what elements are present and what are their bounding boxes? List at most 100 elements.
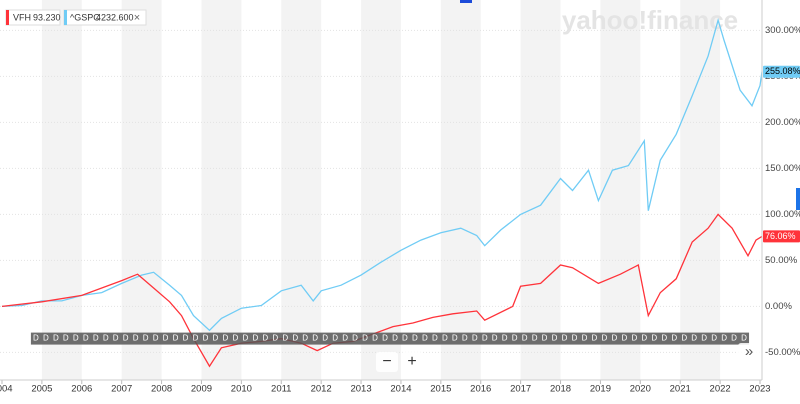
dividend-marker: D	[592, 334, 598, 343]
dividend-marker: D	[342, 334, 348, 343]
dividend-marker: D	[282, 334, 288, 343]
dividend-marker: D	[232, 334, 238, 343]
legend-name: ^GSPC	[70, 12, 100, 22]
year-band	[121, 0, 162, 380]
dividend-marker: D	[492, 334, 498, 343]
dividend-marker: D	[572, 334, 578, 343]
dividend-marker: D	[332, 334, 338, 343]
dividend-marker: D	[562, 334, 568, 343]
dividend-marker: D	[242, 334, 248, 343]
dividend-marker: D	[173, 334, 179, 343]
dividend-marker: D	[362, 334, 368, 343]
dividend-marker: D	[33, 334, 39, 343]
y-tick-label: 300.00%	[765, 25, 800, 36]
zoom-in[interactable]: +	[407, 353, 416, 370]
dividend-marker: D	[741, 334, 747, 343]
dividend-marker: D	[153, 334, 159, 343]
dividend-marker: D	[93, 334, 99, 343]
dividend-marker: D	[691, 334, 697, 343]
legend-name: VFH	[13, 12, 31, 22]
year-band	[440, 0, 481, 380]
end-label: 76.06%	[765, 231, 796, 241]
dividend-marker: D	[322, 334, 328, 343]
x-tick-label: 2022	[710, 384, 731, 395]
dividend-marker: D	[442, 334, 448, 343]
dividend-marker: D	[113, 334, 119, 343]
y-tick-label: 100.00%	[765, 209, 800, 220]
dividend-marker: D	[213, 334, 219, 343]
year-band	[361, 0, 401, 380]
dividend-marker: D	[63, 334, 69, 343]
y-tick-label: 150.00%	[765, 163, 800, 174]
dividend-marker: D	[671, 334, 677, 343]
grid	[0, 29, 762, 353]
x-tick-label: 2015	[430, 384, 451, 395]
legend-swatch	[64, 10, 67, 25]
x-tick-label: 2021	[670, 384, 691, 395]
dividend-marker: D	[701, 334, 707, 343]
zoom-in-button[interactable]: +	[401, 352, 423, 372]
series-line	[1, 17, 763, 332]
x-tick-label: 2004	[0, 384, 13, 395]
more-button[interactable]: »	[738, 343, 760, 363]
dividend-marker: D	[621, 334, 627, 343]
dividend-marker: D	[53, 334, 59, 343]
x-tick-label: 2016	[470, 384, 491, 395]
dividend-marker: D	[542, 334, 548, 343]
dividend-marker: D	[631, 334, 637, 343]
dividend-marker: D	[43, 334, 49, 343]
dividend-marker: D	[272, 334, 278, 343]
more[interactable]: »	[745, 343, 753, 360]
x-tick-label: 2005	[31, 384, 52, 395]
dividend-marker: D	[482, 334, 488, 343]
dividend-marker: D	[432, 334, 438, 343]
dividend-marker: D	[512, 334, 518, 343]
side-tab[interactable]	[796, 188, 800, 210]
x-tick-label: 2009	[191, 384, 212, 395]
x-tick-label: 2011	[271, 384, 291, 395]
dividend-marker: D	[452, 334, 458, 343]
x-tick-label: 2006	[71, 384, 92, 395]
legend-close[interactable]: ×	[134, 12, 140, 24]
legend-quote: 93.230	[33, 12, 61, 22]
dividend-marker: D	[372, 334, 378, 343]
dividend-marker: D	[292, 334, 298, 343]
x-tick-label: 2010	[231, 384, 252, 395]
x-tick-label: 2014	[390, 384, 411, 395]
legend: VFH 93.230 ^GSPC 4232.600 ×	[5, 9, 147, 26]
y-tick-label: 50.00%	[765, 255, 798, 266]
dividend-marker: D	[382, 334, 388, 343]
dividend-marker: D	[681, 334, 687, 343]
dividend-marker: D	[223, 334, 229, 343]
dividend-marker: D	[472, 334, 478, 343]
zoom-out[interactable]: −	[382, 353, 391, 370]
x-tick-label: 2019	[590, 384, 611, 395]
lines	[1, 17, 763, 368]
dividend-marker: D	[392, 334, 398, 343]
end-tag	[763, 65, 800, 78]
legend-quote: 4232.600	[96, 12, 134, 22]
dividend-marker: D	[462, 334, 468, 343]
year-band	[680, 0, 721, 380]
year-band	[281, 0, 322, 380]
dividend-marker: D	[641, 334, 647, 343]
y-tick-label: -50.00%	[765, 347, 800, 358]
x-tick-label: 2012	[311, 384, 332, 395]
year-band	[201, 0, 242, 380]
dividend-marker: D	[83, 334, 89, 343]
dividend-marker: D	[412, 334, 418, 343]
legend-swatch	[6, 10, 9, 25]
x-tick-label: 2013	[350, 384, 371, 395]
dividend-marker: D	[183, 334, 189, 343]
dividend-marker: D	[193, 334, 199, 343]
y-tick-label: 0.00%	[765, 301, 792, 312]
x-tick-label: 2008	[151, 384, 172, 395]
dividend-marker: D	[711, 334, 717, 343]
dividend-marker: D	[651, 334, 657, 343]
dividend-marker: D	[731, 334, 737, 343]
top-tab	[460, 0, 472, 3]
dividend-marker: D	[133, 334, 139, 343]
zoom-out-button[interactable]: −	[376, 352, 398, 372]
dividend-marker: D	[522, 334, 528, 343]
